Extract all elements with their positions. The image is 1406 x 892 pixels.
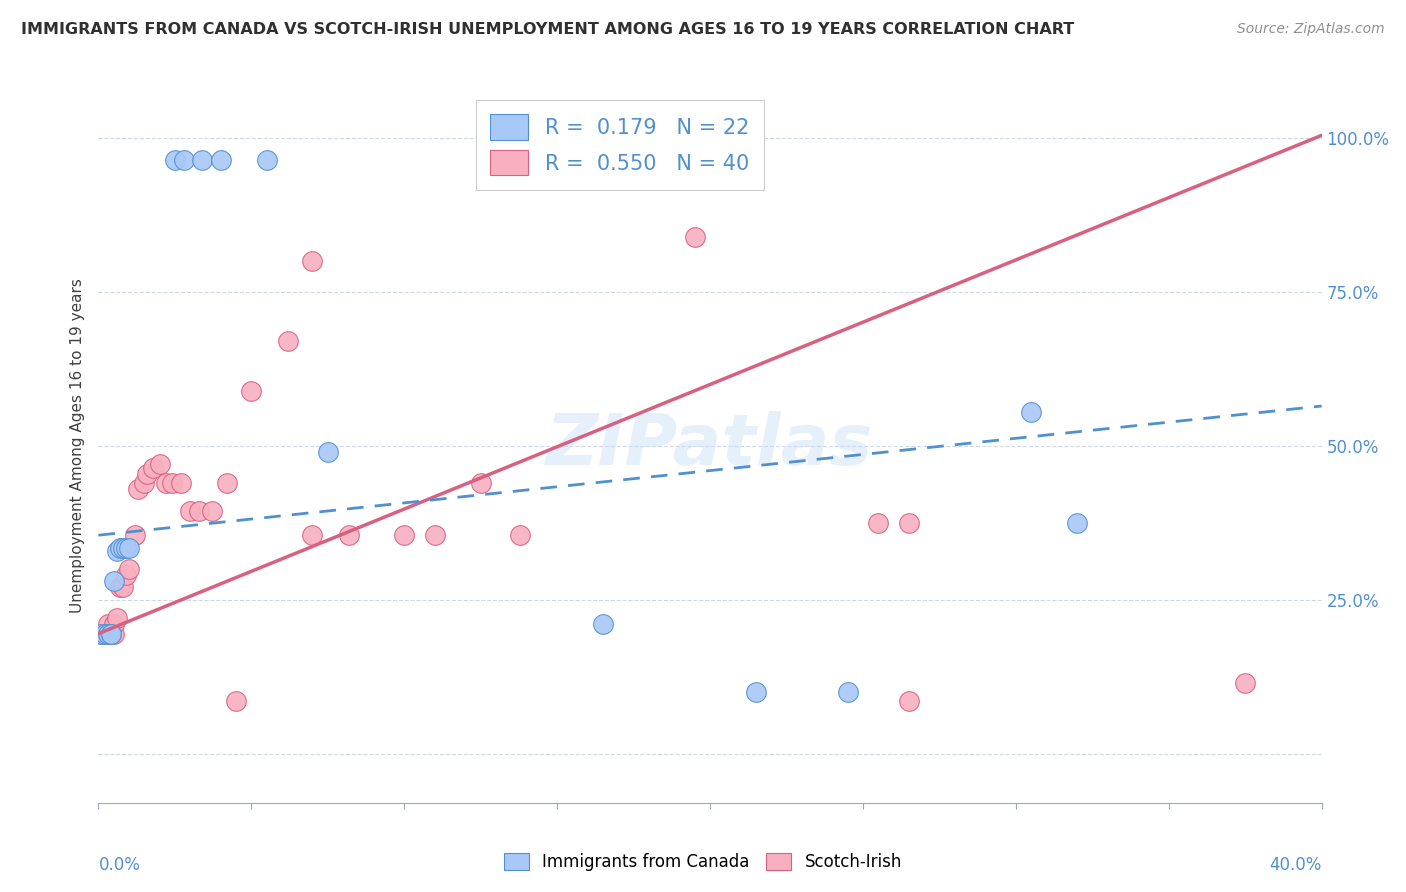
Point — [745, 685, 768, 699]
Point — [163, 153, 186, 167]
Point — [170, 475, 193, 490]
Point — [108, 541, 131, 555]
Point — [277, 334, 299, 349]
Point — [103, 574, 125, 589]
Point — [115, 568, 138, 582]
Point — [100, 626, 122, 640]
Legend: R =  0.179   N = 22, R =  0.550   N = 40: R = 0.179 N = 22, R = 0.550 N = 40 — [475, 100, 763, 190]
Point — [155, 475, 177, 490]
Point — [316, 445, 339, 459]
Point — [179, 503, 201, 517]
Point — [127, 482, 149, 496]
Point — [509, 528, 531, 542]
Point — [90, 626, 112, 640]
Point — [337, 528, 360, 542]
Point — [124, 528, 146, 542]
Point — [173, 153, 195, 167]
Text: ZIPatlas: ZIPatlas — [547, 411, 873, 481]
Point — [423, 528, 446, 542]
Point — [301, 254, 323, 268]
Point — [240, 384, 263, 398]
Point — [115, 541, 138, 555]
Point — [118, 562, 141, 576]
Point — [897, 694, 920, 708]
Point — [470, 475, 492, 490]
Point — [1234, 676, 1257, 690]
Point — [897, 516, 920, 530]
Text: 0.0%: 0.0% — [98, 856, 141, 874]
Point — [301, 528, 323, 542]
Point — [100, 626, 122, 640]
Point — [683, 230, 706, 244]
Point — [103, 617, 125, 632]
Point — [1019, 405, 1042, 419]
Point — [142, 460, 165, 475]
Point — [105, 543, 128, 558]
Point — [215, 475, 238, 490]
Point — [93, 626, 115, 640]
Point — [136, 467, 159, 481]
Point — [100, 626, 122, 640]
Point — [105, 611, 128, 625]
Point — [111, 581, 134, 595]
Point — [209, 153, 232, 167]
Point — [160, 475, 183, 490]
Point — [837, 685, 859, 699]
Point — [256, 153, 278, 167]
Point — [592, 617, 614, 632]
Point — [97, 626, 120, 640]
Legend: Immigrants from Canada, Scotch-Irish: Immigrants from Canada, Scotch-Irish — [496, 845, 910, 880]
Point — [93, 626, 115, 640]
Point — [134, 475, 156, 490]
Text: IMMIGRANTS FROM CANADA VS SCOTCH-IRISH UNEMPLOYMENT AMONG AGES 16 TO 19 YEARS CO: IMMIGRANTS FROM CANADA VS SCOTCH-IRISH U… — [21, 22, 1074, 37]
Point — [108, 581, 131, 595]
Point — [118, 541, 141, 555]
Text: 40.0%: 40.0% — [1270, 856, 1322, 874]
Point — [97, 617, 120, 632]
Point — [97, 626, 120, 640]
Point — [225, 694, 247, 708]
Point — [392, 528, 416, 542]
Y-axis label: Unemployment Among Ages 16 to 19 years: Unemployment Among Ages 16 to 19 years — [70, 278, 86, 614]
Point — [1066, 516, 1088, 530]
Point — [868, 516, 890, 530]
Point — [149, 458, 172, 472]
Point — [90, 626, 112, 640]
Point — [191, 153, 214, 167]
Point — [188, 503, 211, 517]
Point — [111, 541, 134, 555]
Point — [200, 503, 222, 517]
Text: Source: ZipAtlas.com: Source: ZipAtlas.com — [1237, 22, 1385, 37]
Point — [103, 626, 125, 640]
